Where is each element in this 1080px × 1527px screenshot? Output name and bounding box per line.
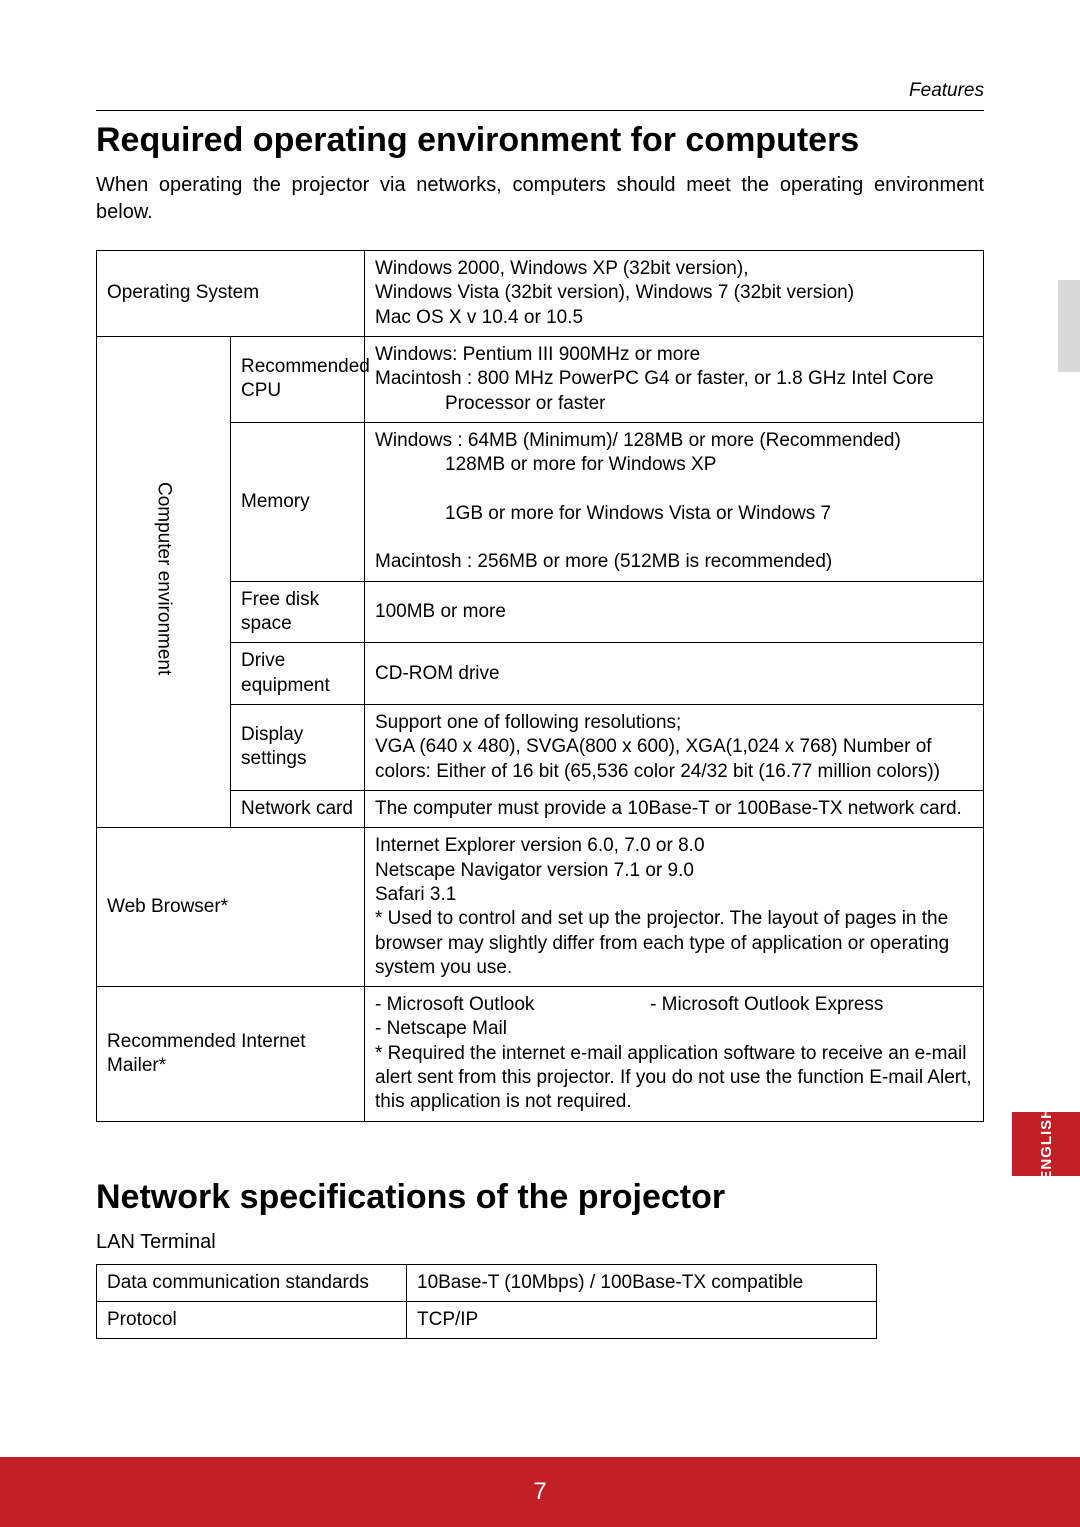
browser-line4: * Used to control and set up the project… <box>375 908 949 978</box>
page-footer: 7 <box>0 1457 1080 1527</box>
browser-line2: Netscape Navigator version 7.1 or 9.0 <box>375 860 694 881</box>
section1-intro: When operating the projector via network… <box>96 172 984 226</box>
mem-line4: Macintosh : 256MB or more (512MB is reco… <box>375 551 832 572</box>
table-row: Display settings Support one of followin… <box>97 705 984 791</box>
mailer-b: - Microsoft Outlook Express <box>650 993 883 1017</box>
display-value: Support one of following resolutions; VG… <box>365 705 984 791</box>
proto-label: Protocol <box>97 1302 407 1339</box>
cpu-value: Windows: Pentium III 900MHz or more Maci… <box>365 336 984 422</box>
net-value: The computer must provide a 10Base-T or … <box>365 790 984 827</box>
mailer-c: - Netscape Mail <box>375 1018 507 1039</box>
language-tab: ENGLISH <box>1012 1112 1080 1176</box>
page-number: 7 <box>533 1478 546 1505</box>
mem-line1: Windows : 64MB (Minimum)/ 128MB or more … <box>375 430 901 451</box>
group-label: Computer environment <box>151 482 175 675</box>
drive-label: Drive equipment <box>231 643 365 705</box>
header-rule <box>96 110 984 111</box>
std-label: Data communication standards <box>97 1264 407 1301</box>
browser-value: Internet Explorer version 6.0, 7.0 or 8.… <box>365 828 984 987</box>
section1-title: Required operating environment for compu… <box>96 121 984 160</box>
table-row: Data communication standards 10Base-T (1… <box>97 1264 877 1301</box>
os-label: Operating System <box>97 251 365 337</box>
cpu-label: Recommended CPU <box>231 336 365 422</box>
browser-line3: Safari 3.1 <box>375 884 456 905</box>
group-label-cell: Computer environment <box>97 336 231 827</box>
lan-subhead: LAN Terminal <box>96 1231 984 1254</box>
table-row: Drive equipment CD-ROM drive <box>97 643 984 705</box>
cpu-line1: Windows: Pentium III 900MHz or more <box>375 344 700 365</box>
mailer-a: - Microsoft Outlook <box>375 993 650 1017</box>
lan-table: Data communication standards 10Base-T (1… <box>96 1264 877 1340</box>
mailer-label: Recommended Internet Mailer* <box>97 987 365 1122</box>
cpu-line3: Processor or faster <box>375 392 973 416</box>
thumb-tab <box>1058 280 1080 372</box>
cpu-line2: Macintosh : 800 MHz PowerPC G4 or faster… <box>375 368 934 389</box>
mem-line3: 1GB or more for Windows Vista or Windows… <box>375 502 973 526</box>
mailer-note: * Required the internet e-mail applicati… <box>375 1042 973 1115</box>
mailer-value: - Microsoft Outlook - Microsoft Outlook … <box>365 987 984 1122</box>
proto-value: TCP/IP <box>407 1302 877 1339</box>
table-row: Free disk space 100MB or more <box>97 581 984 643</box>
table-row: Operating System Windows 2000, Windows X… <box>97 251 984 337</box>
os-value: Windows 2000, Windows XP (32bit version)… <box>365 251 984 337</box>
table-row: Recommended Internet Mailer* - Microsoft… <box>97 987 984 1122</box>
browser-line1: Internet Explorer version 6.0, 7.0 or 8.… <box>375 835 705 856</box>
std-value: 10Base-T (10Mbps) / 100Base-TX compatibl… <box>407 1264 877 1301</box>
drive-value: CD-ROM drive <box>365 643 984 705</box>
table-row: Network card The computer must provide a… <box>97 790 984 827</box>
net-label: Network card <box>231 790 365 827</box>
requirements-table: Operating System Windows 2000, Windows X… <box>96 250 984 1122</box>
display-label: Display settings <box>231 705 365 791</box>
table-row: Memory Windows : 64MB (Minimum)/ 128MB o… <box>97 422 984 581</box>
table-row: Protocol TCP/IP <box>97 1302 877 1339</box>
mem-value: Windows : 64MB (Minimum)/ 128MB or more … <box>365 422 984 581</box>
browser-label: Web Browser* <box>97 828 365 987</box>
mem-label: Memory <box>231 422 365 581</box>
table-row: Computer environment Recommended CPU Win… <box>97 336 984 422</box>
section-label: Features <box>96 80 984 102</box>
mem-line2: 128MB or more for Windows XP <box>375 453 973 477</box>
disk-value: 100MB or more <box>365 581 984 643</box>
language-label: ENGLISH <box>1038 1107 1055 1181</box>
section2-title: Network specifications of the projector <box>96 1178 984 1217</box>
disk-label: Free disk space <box>231 581 365 643</box>
table-row: Web Browser* Internet Explorer version 6… <box>97 828 984 987</box>
